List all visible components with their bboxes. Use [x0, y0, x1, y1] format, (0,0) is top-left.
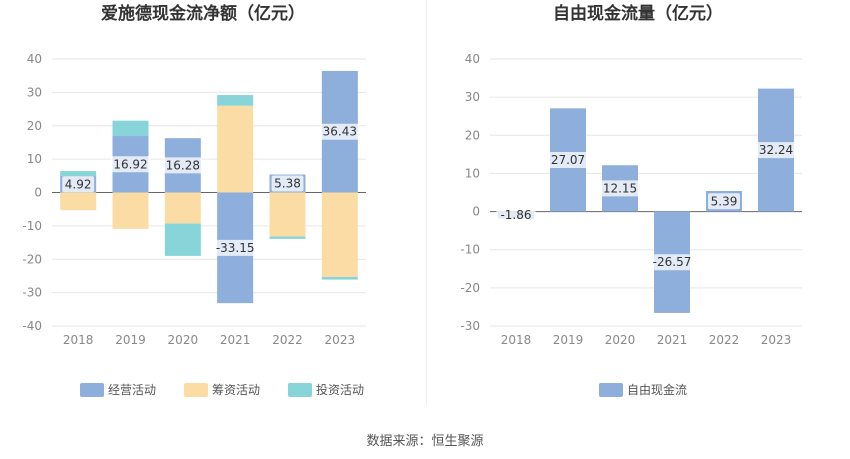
- data-label-bg: [600, 180, 640, 197]
- bar-投资活动-2019: [112, 120, 149, 137]
- y-tick-label: 40: [27, 52, 42, 66]
- bar-投资活动-2018: [60, 171, 97, 177]
- bar-投资活动-2022: [269, 236, 306, 239]
- y-tick-label: 10: [27, 152, 42, 166]
- bar-投资活动-2021: [217, 95, 254, 106]
- data-label-bg: [649, 254, 695, 271]
- data-label: -26.57: [653, 255, 692, 269]
- x-tick-label: 2022: [709, 333, 740, 347]
- legend-swatch-投资活动: [288, 383, 312, 397]
- x-tick-label: 2023: [761, 333, 792, 347]
- y-tick-label: 10: [465, 166, 480, 180]
- panel-divider: [426, 0, 427, 405]
- data-label-bg: [271, 175, 304, 192]
- data-label-bg: [62, 176, 95, 193]
- y-tick-label: -10: [22, 219, 42, 233]
- data-label-bg: [496, 207, 536, 224]
- y-tick-label: -30: [460, 319, 480, 333]
- x-tick-label: 2020: [168, 333, 199, 347]
- bar-筹资活动-2023: [321, 192, 358, 277]
- data-label-bg: [756, 142, 796, 159]
- y-tick-label: 20: [465, 128, 480, 142]
- bar-投资活动-2020: [164, 223, 201, 256]
- data-label-bg: [212, 239, 259, 256]
- bar-筹资活动-2018: [60, 192, 97, 211]
- data-label-bg: [320, 123, 360, 140]
- chart-panel-2: 自由现金流量（亿元） 40 30 20 10 0 -10 -20 -30 2018 2019 2020…: [460, 3, 802, 397]
- y-tick-label: 40: [465, 52, 480, 66]
- data-label-bg: [548, 151, 588, 168]
- bar-筹资活动-2019: [112, 192, 149, 229]
- data-label-bg: [163, 157, 203, 174]
- data-label: -1.86: [500, 208, 531, 222]
- x-tick-label: 2021: [657, 333, 688, 347]
- y-tick-label: 0: [472, 205, 480, 219]
- y-tick-label: 30: [465, 90, 480, 104]
- data-label: 4.92: [65, 177, 92, 191]
- legend-label-筹资活动: 筹资活动: [212, 383, 260, 397]
- bar-筹资活动-2020: [164, 192, 201, 224]
- bar-筹资活动-2021: [217, 105, 254, 193]
- legend-swatch-自由现金流: [599, 383, 623, 397]
- legend-label-经营活动: 经营活动: [108, 383, 156, 397]
- y-tick-label: -30: [22, 286, 42, 300]
- y-tick-label: -20: [22, 252, 42, 266]
- data-label: 12.15: [603, 181, 637, 195]
- y-tick-label: -20: [460, 281, 480, 295]
- legend-swatch-筹资活动: [184, 383, 208, 397]
- data-label: 36.43: [323, 125, 357, 139]
- y-tick-label: -10: [460, 243, 480, 257]
- y-tick-label: 0: [34, 186, 42, 200]
- data-label: 16.28: [166, 158, 200, 172]
- x-tick-label: 2019: [115, 333, 146, 347]
- legend-label-自由现金流: 自由现金流: [627, 382, 687, 397]
- chart-title: 自由现金流量（亿元）: [553, 3, 723, 24]
- x-tick-label: 2018: [501, 333, 532, 347]
- data-label: 5.39: [711, 194, 738, 208]
- data-label: 32.24: [759, 143, 793, 157]
- x-tick-label: 2023: [325, 333, 356, 347]
- bar-投资活动-2023: [321, 276, 358, 280]
- x-tick-label: 2019: [553, 333, 584, 347]
- data-label: 16.92: [113, 157, 147, 171]
- chart-panel-1: 爱施德现金流净额（亿元） 40 30 20 10 0 -10 -20 -30 -40 2018 201…: [22, 3, 366, 397]
- data-label-bg: [708, 193, 740, 210]
- chart-title: 爱施德现金流净额（亿元）: [101, 3, 305, 24]
- legend-label-投资活动: 投资活动: [316, 382, 364, 397]
- bar-筹资活动-2022: [269, 192, 306, 237]
- data-label: 5.38: [274, 177, 301, 191]
- data-source-note: 数据来源：恒生聚源: [366, 434, 484, 449]
- data-label-bg: [111, 156, 150, 173]
- y-tick-label: 30: [27, 85, 42, 99]
- x-tick-label: 2018: [63, 333, 94, 347]
- data-label: -33.15: [216, 241, 255, 255]
- data-label: 27.07: [551, 153, 585, 167]
- x-tick-label: 2022: [272, 333, 303, 347]
- x-tick-label: 2021: [220, 333, 251, 347]
- x-tick-label: 2020: [605, 333, 636, 347]
- legend-swatch-经营活动: [80, 383, 104, 397]
- y-tick-label: 20: [27, 119, 42, 133]
- y-tick-label: -40: [22, 319, 42, 333]
